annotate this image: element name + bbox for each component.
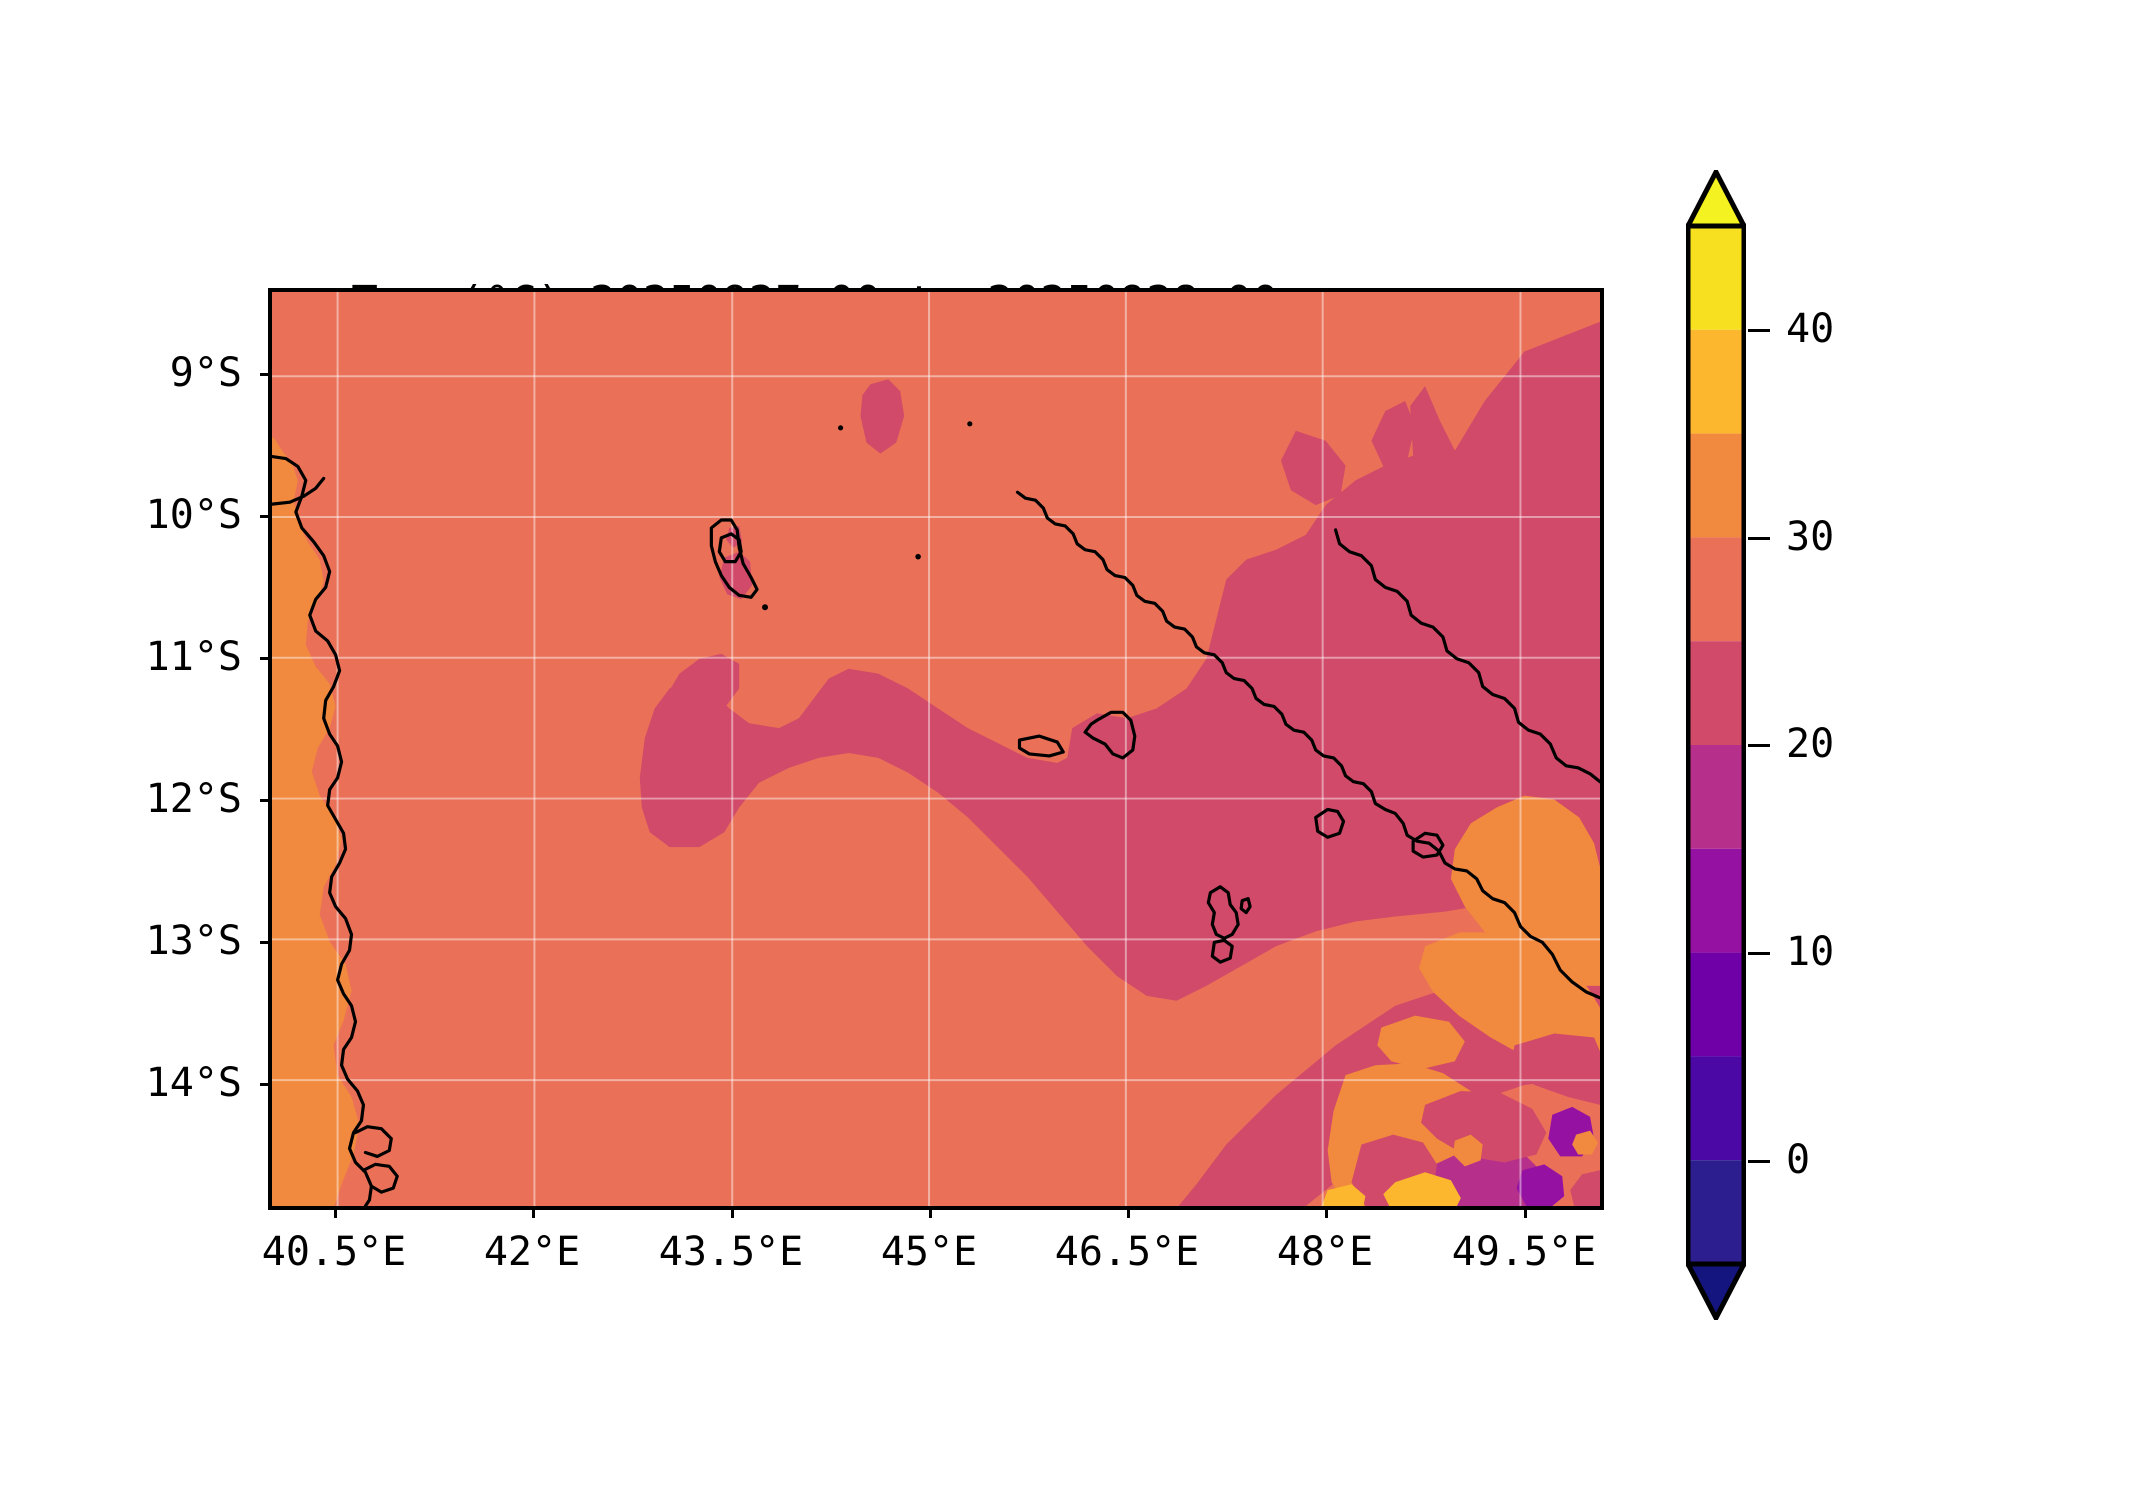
coastline-madagascar-bay — [1314, 807, 1346, 839]
ytick-12S — [260, 799, 268, 802]
coastline-madagascar — [1015, 490, 1600, 1000]
colorbar-label-40: 40 — [1786, 306, 1835, 352]
xtick-48E — [1325, 1210, 1328, 1218]
colorbar-band-25-30 — [1688, 537, 1744, 642]
xtick-label-46-5E: 46.5°E — [1054, 1229, 1200, 1275]
coastline-mayotte-islet — [1239, 897, 1252, 915]
field-patch-35-40-hotspot-sw — [1321, 1184, 1366, 1206]
colorbar-band-minus5-0 — [1688, 1160, 1744, 1264]
colorbar-over-arrow — [1686, 170, 1746, 229]
field-patch-30-35-highland-pocket-a — [1452, 1134, 1483, 1167]
ytick-13S — [260, 941, 268, 944]
ytick-label-11S: 11°S — [145, 634, 242, 680]
colorbar-band-40-45 — [1688, 226, 1744, 330]
ytick-11S — [260, 657, 268, 660]
ytick-9S — [260, 373, 268, 376]
colorbar-label-20: 20 — [1786, 721, 1835, 767]
temperature-map — [272, 292, 1600, 1206]
island-dots — [762, 421, 973, 611]
xtick-label-40-5E: 40.5°E — [261, 1229, 407, 1275]
xtick-label-48E: 48°E — [1276, 1229, 1374, 1275]
field-patch-30-35-mid-warm — [1377, 1015, 1465, 1070]
colorbar-tick-20 — [1748, 744, 1770, 747]
field-patch-20-25-ne-main — [639, 321, 1600, 1001]
xtick-42E — [532, 1210, 535, 1218]
xtick-46-5E — [1127, 1210, 1130, 1218]
coastline-mayotte-south — [1210, 938, 1234, 964]
colorbar-tick-0 — [1748, 1160, 1770, 1163]
ytick-label-13S: 13°S — [145, 918, 242, 964]
coastline-mozambique-inlet-c — [361, 1162, 399, 1194]
field-patch-20-25-mid-arm — [667, 653, 740, 729]
coastline-mozambique-inlet-a — [272, 476, 326, 506]
island-dot-1 — [837, 425, 844, 431]
xtick-label-42E: 42°E — [483, 1229, 581, 1275]
colorbar-band-20-25 — [1688, 641, 1744, 745]
colorbar-band-5-10 — [1688, 952, 1744, 1057]
field-patch-20-25-ne-lobe — [1280, 430, 1346, 506]
xtick-label-45E: 45°E — [880, 1229, 978, 1275]
field-patch-30-35-highland-pocket-b — [1572, 1130, 1599, 1155]
coastline-madagascar-north — [1334, 528, 1600, 784]
coastline-anjouan — [1083, 710, 1137, 760]
colorbar-band-35-40 — [1688, 329, 1744, 434]
colorbar-tick-30 — [1748, 537, 1770, 540]
field-patch-20-25-northeast — [1178, 292, 1600, 1206]
xtick-40-5E — [334, 1210, 337, 1218]
coastline-mozambique-inlet-b — [353, 1125, 393, 1159]
field-patch-30-35-mozambique-south — [272, 1129, 336, 1206]
colorbar-band-15-20 — [1688, 745, 1744, 849]
field-patch-20-25-highland-mottle-d — [1570, 1170, 1600, 1206]
ytick-label-14S: 14°S — [145, 1060, 242, 1106]
island-dot-3 — [915, 553, 921, 560]
field-patch-35-40-hotspot — [1383, 1172, 1461, 1206]
colorbar — [1686, 170, 1746, 1320]
field-patch-20-25-highland-mottle-a — [1510, 1033, 1600, 1105]
map-gridlines — [272, 292, 1600, 1206]
map-axes — [268, 288, 1604, 1210]
field-patch-20-25-highland-mottle-b — [1421, 1091, 1547, 1163]
coastline-mayotte — [1206, 885, 1240, 940]
ytick-label-10S: 10°S — [145, 492, 242, 538]
island-dot-2 — [967, 421, 973, 427]
colorbar-outline — [1686, 223, 1746, 1267]
coastline-moheli — [1017, 734, 1065, 758]
xtick-49-5E — [1524, 1210, 1527, 1218]
contour-grande-comore — [717, 532, 743, 564]
colorbar-label-30: 30 — [1786, 514, 1835, 560]
field-patch-20-25-nw-blob — [860, 379, 905, 454]
field-patch-15-20-madagascar-core — [1516, 1164, 1565, 1206]
ytick-label-9S: 9°S — [169, 350, 242, 396]
ytick-14S — [260, 1083, 268, 1086]
field-patch-30-35-madagascar-nw — [1450, 795, 1600, 986]
colorbar-svg — [1686, 170, 1746, 1320]
colorbar-band-10-15 — [1688, 848, 1744, 953]
field-patch-20-25-ne-finger — [1371, 401, 1416, 471]
xtick-45E — [929, 1210, 932, 1218]
coastline-madagascar-cape — [1411, 831, 1445, 859]
colorbar-band-0-5 — [1688, 1056, 1744, 1161]
ytick-label-12S: 12°S — [145, 776, 242, 822]
xtick-label-49-5E: 49.5°E — [1451, 1229, 1597, 1275]
colorbar-band-30-35 — [1688, 433, 1744, 538]
colorbar-under-arrow — [1686, 1261, 1746, 1320]
colorbar-label-10: 10 — [1786, 929, 1835, 975]
xtick-label-43-5E: 43.5°E — [658, 1229, 804, 1275]
colorbar-tick-40 — [1748, 329, 1770, 332]
coastlines — [272, 454, 1600, 1206]
island-dot-4 — [762, 604, 769, 611]
coastline-grande-comore — [709, 518, 759, 599]
xtick-43-5E — [731, 1210, 734, 1218]
ytick-10S — [260, 515, 268, 518]
colorbar-label-0: 0 — [1786, 1137, 1811, 1183]
coastline-mozambique — [272, 454, 373, 1206]
field-patch-comoros-anjouan — [1106, 722, 1139, 756]
colorbar-tick-10 — [1748, 952, 1770, 955]
